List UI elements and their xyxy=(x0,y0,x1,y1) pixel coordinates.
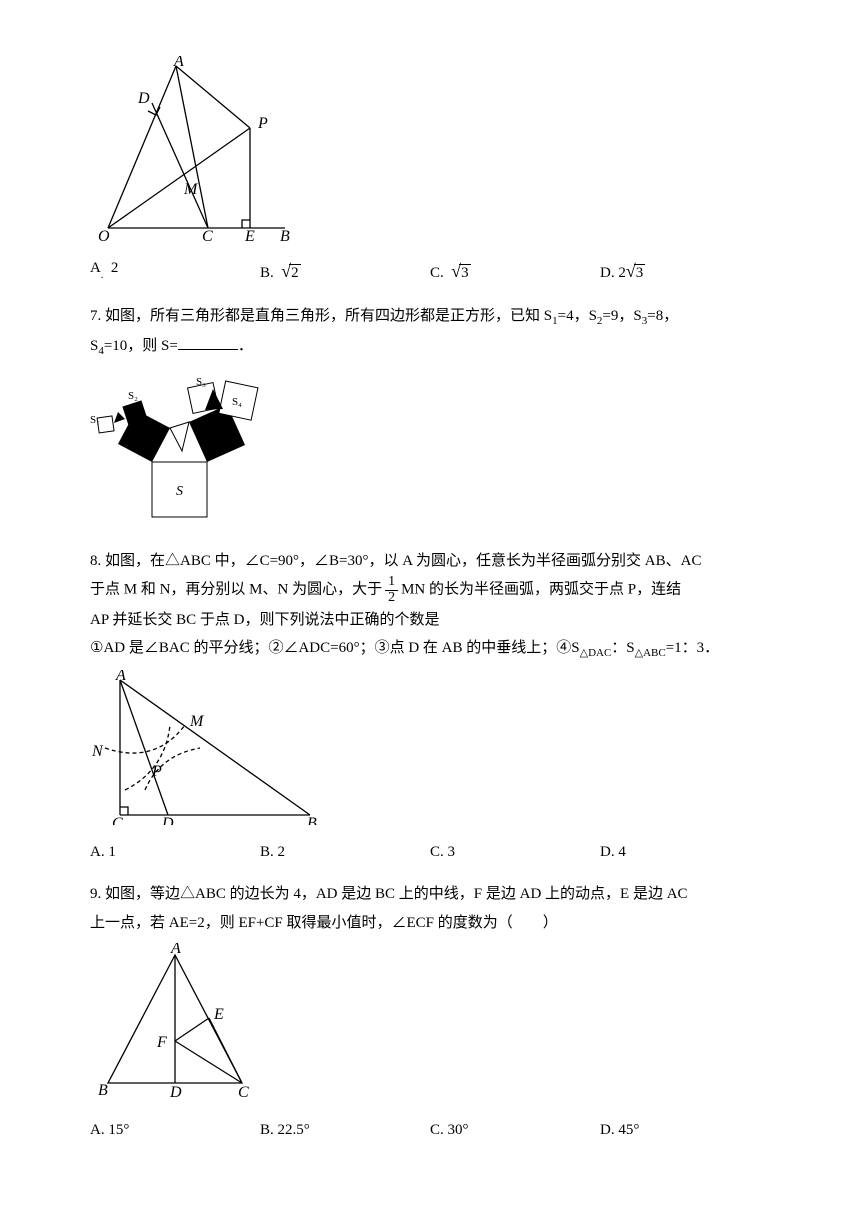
q8-line1: 8. 如图，在△ABC 中，∠C=90°，∠B=30°，以 A 为圆心，任意长为… xyxy=(90,547,770,576)
q6-svg: A D P M O C E B xyxy=(90,56,300,241)
svg-text:S₃: S₃ xyxy=(196,376,206,388)
q9-opt-a[interactable]: A. 15° xyxy=(90,1116,260,1145)
lbl-B: B xyxy=(280,228,290,241)
q8-opt-b[interactable]: B. 2 xyxy=(260,838,430,867)
q8-line3: AP 并延长交 BC 于点 D，则下列说法中正确的个数是 xyxy=(90,606,770,635)
svg-text:C: C xyxy=(112,815,123,825)
svg-text:A: A xyxy=(115,670,126,684)
q8-svg: A N M P C D B xyxy=(90,670,325,825)
q7: 7. 如图，所有三角形都是直角三角形，所有四边形都是正方形，已知 S1=4，S2… xyxy=(90,302,770,533)
q8-figure: A N M P C D B xyxy=(90,670,770,836)
svg-text:S₁: S₁ xyxy=(90,414,100,426)
svg-text:S₄: S₄ xyxy=(232,396,242,408)
lbl-M: M xyxy=(183,181,199,198)
q9-opt-b[interactable]: B. 22.5° xyxy=(260,1116,430,1145)
q7-blank[interactable] xyxy=(178,334,238,350)
q8-line4: ①AD 是∠BAC 的平分线；②∠ADC=60°；③点 D 在 AB 的中垂线上… xyxy=(90,634,770,664)
lbl-C: C xyxy=(202,228,213,241)
q6-opt-d[interactable]: D. 2√3 xyxy=(600,254,770,288)
page: A D P M O C E B A. 2 B. √2 C. √3 D. 2√3 xyxy=(0,0,860,1184)
q6-figure: A D P M O C E B xyxy=(90,56,770,252)
svg-text:A: A xyxy=(170,943,181,957)
q8-opt-a[interactable]: A. 1 xyxy=(90,838,260,867)
lbl-E: E xyxy=(244,228,255,241)
svg-text:B: B xyxy=(98,1082,108,1099)
svg-text:P: P xyxy=(151,763,162,780)
q6-options: A. 2 B. √2 C. √3 D. 2√3 xyxy=(90,254,770,288)
q8-opt-d[interactable]: D. 4 xyxy=(600,838,770,867)
lbl-O: O xyxy=(98,228,110,241)
q9-opt-d[interactable]: D. 45° xyxy=(600,1116,770,1145)
svg-text:S: S xyxy=(176,484,183,499)
q8-options: A. 1 B. 2 C. 3 D. 4 xyxy=(90,838,770,867)
q7-text: 7. 如图，所有三角形都是直角三角形，所有四边形都是正方形，已知 S1=4，S2… xyxy=(90,302,770,332)
svg-text:D: D xyxy=(169,1084,182,1101)
svg-text:M: M xyxy=(189,713,205,730)
lbl-A: A xyxy=(173,56,184,70)
q6-opt-c[interactable]: C. √3 xyxy=(430,254,600,288)
q9-line2: 上一点，若 AE=2，则 EF+CF 取得最小值时，∠ECF 的度数为（ ） xyxy=(90,909,770,938)
q9-figure: A B D C E F xyxy=(90,943,770,1114)
svg-text:F: F xyxy=(156,1034,167,1051)
q9: 9. 如图，等边△ABC 的边长为 4，AD 是边 BC 上的中线，F 是边 A… xyxy=(90,880,770,1144)
q6-opt-a[interactable]: A. 2 xyxy=(90,254,260,288)
q8-line2: 于点 M 和 N，再分别以 M、N 为圆心，大于12MN 的长为半径画弧，两弧交… xyxy=(90,575,770,605)
q6-opt-b[interactable]: B. √2 xyxy=(260,254,430,288)
svg-text:S₂: S₂ xyxy=(128,390,138,402)
q9-line1: 9. 如图，等边△ABC 的边长为 4，AD 是边 BC 上的中线，F 是边 A… xyxy=(90,880,770,909)
svg-text:D: D xyxy=(161,815,174,825)
lbl-P: P xyxy=(257,115,268,132)
q9-options: A. 15° B. 22.5° C. 30° D. 45° xyxy=(90,1116,770,1145)
q7-figure: S S₃ S₄ S₂ S₁ xyxy=(90,367,770,533)
q8: 8. 如图，在△ABC 中，∠C=90°，∠B=30°，以 A 为圆心，任意长为… xyxy=(90,547,770,866)
svg-text:N: N xyxy=(91,743,104,760)
q7-svg: S S₃ S₄ S₂ S₁ xyxy=(90,367,265,522)
svg-text:E: E xyxy=(213,1006,224,1023)
q7-text-2: S4=10，则 S=． xyxy=(90,332,770,362)
lbl-D: D xyxy=(137,90,150,107)
q9-svg: A B D C E F xyxy=(90,943,260,1103)
svg-text:C: C xyxy=(238,1084,249,1101)
svg-text:B: B xyxy=(307,815,317,825)
q9-opt-c[interactable]: C. 30° xyxy=(430,1116,600,1145)
q8-opt-c[interactable]: C. 3 xyxy=(430,838,600,867)
